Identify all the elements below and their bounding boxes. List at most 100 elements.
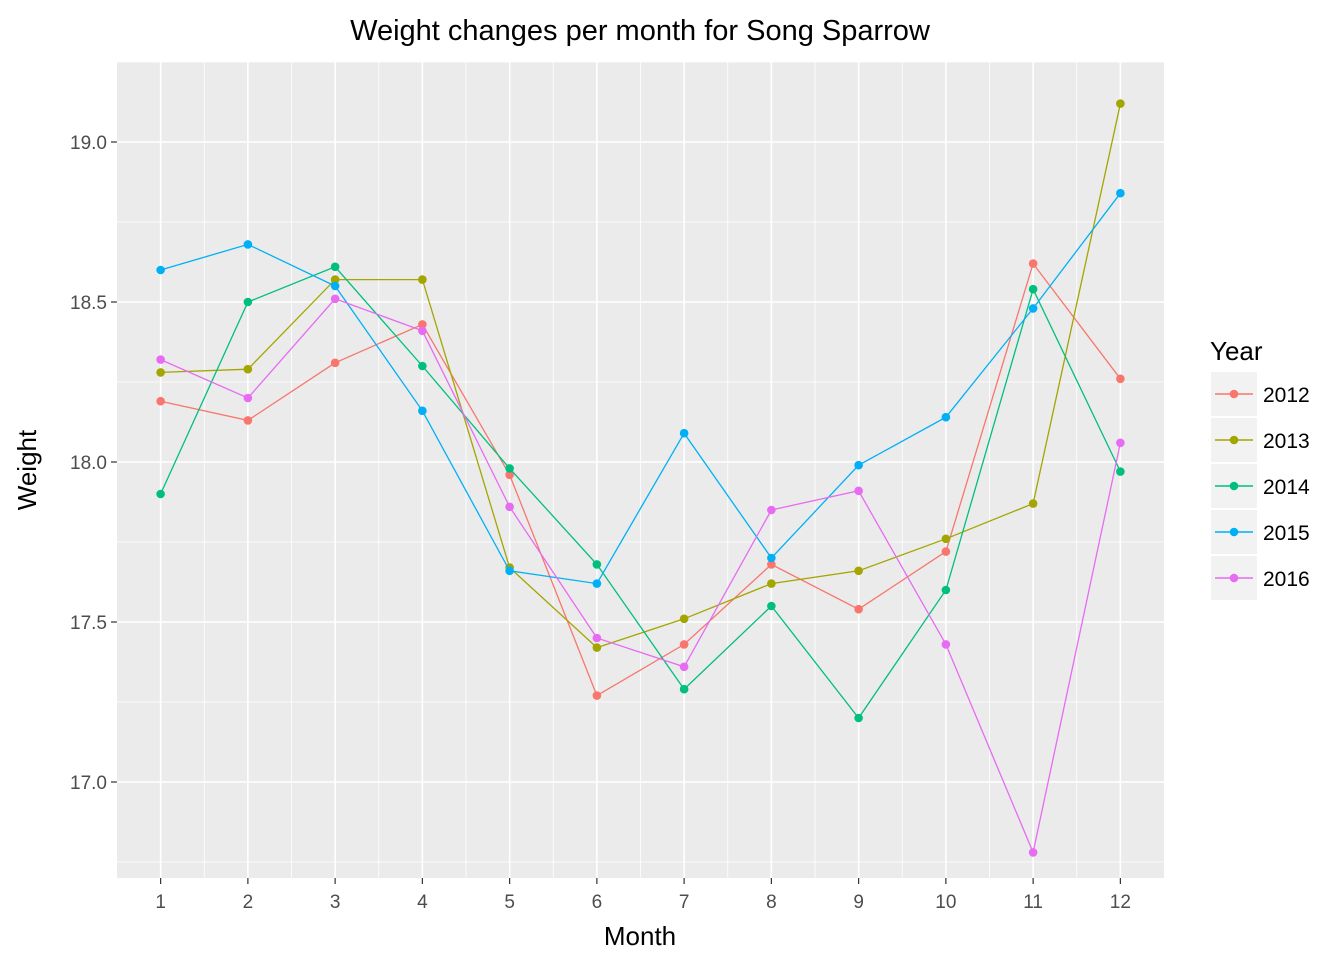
data-point-2013 — [330, 275, 340, 284]
legend-title: Year — [1210, 336, 1263, 366]
data-point-2016 — [505, 502, 514, 512]
data-point-2014 — [1116, 467, 1125, 476]
data-point-2016 — [854, 486, 863, 496]
legend-label: 2013 — [1263, 430, 1310, 453]
series-line-2016 — [160, 298, 1122, 855]
x-tick-label: 3 — [330, 892, 341, 913]
data-point-2016 — [156, 355, 165, 364]
data-point-2012 — [592, 691, 602, 700]
x-tick-label: 2 — [243, 892, 254, 913]
legend-key-point — [1229, 527, 1239, 537]
legend-key-point — [1229, 435, 1239, 445]
data-point-2015 — [156, 265, 165, 275]
data-point-2016 — [330, 294, 340, 304]
data-point-2014 — [418, 361, 427, 371]
data-point-2014 — [1028, 284, 1038, 294]
data-point-2013 — [767, 579, 776, 588]
data-point-2015 — [418, 406, 427, 416]
legend-item-2016: 2016 — [1211, 556, 1310, 600]
series-layer — [156, 99, 1125, 857]
data-point-2016 — [418, 326, 427, 336]
x-tick-label: 6 — [592, 892, 603, 913]
data-point-2013 — [592, 643, 602, 652]
data-point-2015 — [592, 579, 602, 588]
data-point-2012 — [418, 320, 427, 329]
y-tick-label: 17.5 — [70, 613, 107, 634]
minor-gridlines — [117, 61, 1164, 878]
data-point-2012 — [156, 396, 165, 406]
legend-label: 2015 — [1263, 522, 1310, 545]
legend-label: 2014 — [1263, 476, 1310, 499]
data-point-2013 — [418, 275, 427, 284]
x-tick-label: 8 — [766, 892, 777, 913]
x-tick-label: 5 — [504, 892, 515, 913]
data-point-2015 — [767, 553, 776, 563]
data-point-2012 — [941, 547, 951, 556]
data-point-2012 — [1116, 374, 1125, 384]
data-point-2014 — [854, 713, 863, 723]
data-point-2015 — [679, 428, 689, 438]
data-point-2014 — [156, 489, 165, 499]
series-2014 — [156, 262, 1125, 723]
data-point-2014 — [243, 297, 253, 307]
data-point-2016 — [592, 633, 602, 643]
x-axis: 1 2 3 4 5 6 7 8 9 10 11 12 — [155, 878, 1131, 913]
data-point-2015 — [1028, 304, 1038, 313]
legend-item-2012: 2012 — [1211, 372, 1310, 416]
x-tick-label: 7 — [679, 892, 690, 913]
series-line-2012 — [160, 262, 1121, 697]
legend-label: 2012 — [1263, 384, 1310, 407]
x-tick-label: 1 — [155, 892, 166, 913]
series-2015 — [156, 188, 1125, 588]
data-point-2013 — [156, 368, 165, 377]
data-point-2012 — [330, 358, 340, 368]
y-tick-label: 19.0 — [70, 133, 107, 154]
y-axis-title: Weight — [12, 429, 42, 510]
data-point-2012 — [854, 604, 863, 614]
data-point-2014 — [767, 601, 776, 611]
data-point-2016 — [941, 640, 951, 649]
data-point-2016 — [767, 505, 776, 515]
data-point-2013 — [941, 534, 951, 544]
x-tick-label: 12 — [1110, 892, 1131, 913]
legend-item-2013: 2013 — [1211, 418, 1310, 462]
series-2016 — [156, 294, 1125, 857]
data-point-2012 — [243, 416, 253, 425]
data-point-2014 — [592, 560, 602, 569]
data-point-2015 — [1116, 188, 1125, 198]
series-line-2014 — [160, 266, 1121, 720]
series-2012 — [156, 259, 1125, 700]
major-gridlines — [117, 62, 1164, 878]
x-tick-label: 9 — [853, 892, 864, 913]
y-tick-label: 17.0 — [70, 773, 107, 794]
legend-item-2014: 2014 — [1211, 464, 1310, 508]
data-point-2016 — [1028, 848, 1038, 857]
data-point-2016 — [1116, 438, 1125, 448]
data-point-2015 — [854, 460, 863, 470]
data-point-2013 — [1116, 99, 1125, 108]
data-point-2015 — [243, 240, 253, 249]
data-point-2015 — [941, 412, 951, 422]
x-tick-label: 11 — [1023, 892, 1043, 913]
data-point-2013 — [854, 566, 863, 576]
data-point-2014 — [330, 262, 340, 272]
data-point-2016 — [679, 662, 689, 672]
legend-label: 2016 — [1263, 568, 1310, 591]
data-point-2015 — [330, 281, 340, 291]
x-tick-label: 4 — [417, 892, 428, 913]
series-line-2013 — [160, 103, 1122, 649]
x-axis-title: Month — [604, 921, 676, 951]
data-point-2014 — [505, 464, 514, 473]
data-point-2016 — [243, 393, 253, 403]
data-point-2012 — [1028, 259, 1038, 268]
legend-key-point — [1229, 389, 1239, 399]
data-point-2015 — [505, 566, 514, 576]
y-tick-label: 18.5 — [70, 293, 107, 314]
data-point-2013 — [243, 364, 253, 374]
data-point-2012 — [505, 470, 514, 480]
y-tick-label: 18.0 — [70, 453, 107, 474]
legend: Year 2012 2013 2014 2015 2016 — [1210, 336, 1310, 600]
y-axis: 17.0 17.5 18.0 18.5 19.0 — [70, 133, 117, 794]
legend-key-point — [1229, 573, 1239, 583]
